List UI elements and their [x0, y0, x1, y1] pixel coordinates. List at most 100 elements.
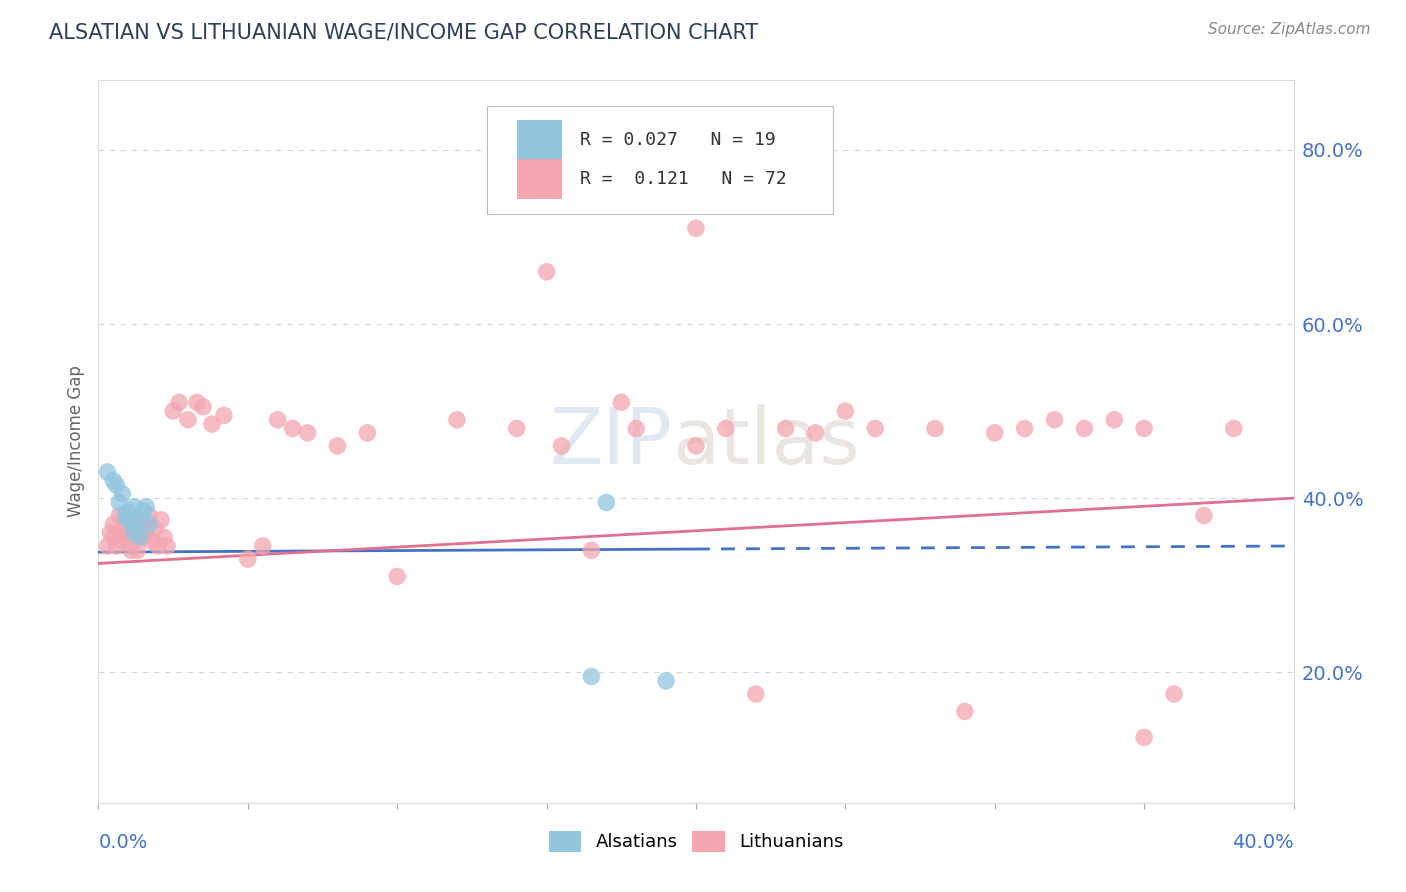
- Point: [103, 474, 125, 488]
- Point: [212, 409, 235, 423]
- Point: [98, 525, 122, 540]
- Point: [984, 425, 1007, 440]
- Point: [610, 395, 633, 409]
- Point: [745, 687, 768, 701]
- Point: [581, 669, 603, 683]
- Point: [96, 465, 118, 479]
- Text: atlas: atlas: [672, 403, 859, 480]
- Point: [124, 530, 146, 544]
- Point: [356, 425, 378, 440]
- Point: [138, 508, 160, 523]
- Point: [105, 539, 128, 553]
- Point: [143, 522, 166, 536]
- Point: [446, 413, 468, 427]
- Point: [655, 673, 678, 688]
- Point: [135, 525, 157, 540]
- Point: [177, 413, 200, 427]
- Point: [1073, 421, 1095, 435]
- Point: [775, 421, 797, 435]
- Point: [132, 530, 155, 544]
- Point: [103, 530, 125, 544]
- FancyBboxPatch shape: [486, 105, 834, 214]
- Point: [191, 400, 214, 414]
- Point: [114, 508, 136, 523]
- Point: [1014, 421, 1036, 435]
- Point: [111, 534, 134, 549]
- Point: [506, 421, 529, 435]
- Point: [127, 543, 149, 558]
- Point: [150, 513, 173, 527]
- Point: [865, 421, 887, 435]
- Point: [385, 569, 409, 583]
- Point: [167, 395, 190, 409]
- Point: [162, 404, 184, 418]
- Text: 40.0%: 40.0%: [1232, 833, 1294, 852]
- Point: [1043, 413, 1066, 427]
- Point: [156, 539, 179, 553]
- Point: [138, 517, 160, 532]
- Point: [153, 530, 176, 544]
- Point: [595, 495, 617, 509]
- Point: [114, 513, 136, 527]
- Text: ALSATIAN VS LITHUANIAN WAGE/INCOME GAP CORRELATION CHART: ALSATIAN VS LITHUANIAN WAGE/INCOME GAP C…: [49, 22, 758, 42]
- Point: [117, 525, 139, 540]
- Point: [924, 421, 946, 435]
- Point: [120, 543, 142, 558]
- Text: Source: ZipAtlas.com: Source: ZipAtlas.com: [1208, 22, 1371, 37]
- Point: [129, 525, 152, 540]
- Point: [714, 421, 737, 435]
- Point: [626, 421, 648, 435]
- Point: [281, 421, 304, 435]
- Point: [326, 439, 349, 453]
- Point: [111, 522, 134, 536]
- Point: [267, 413, 290, 427]
- Point: [105, 478, 128, 492]
- Point: [124, 525, 146, 540]
- Point: [1104, 413, 1126, 427]
- Point: [132, 517, 155, 532]
- Point: [124, 513, 146, 527]
- Text: R = 0.027   N = 19: R = 0.027 N = 19: [581, 131, 776, 149]
- Point: [201, 417, 224, 431]
- Point: [108, 508, 131, 523]
- Text: R =  0.121   N = 72: R = 0.121 N = 72: [581, 170, 787, 188]
- Point: [581, 543, 603, 558]
- Point: [186, 395, 208, 409]
- Point: [120, 522, 142, 536]
- Point: [804, 425, 827, 440]
- Point: [135, 500, 157, 514]
- Point: [141, 534, 163, 549]
- Legend: Alsatians, Lithuanians: Alsatians, Lithuanians: [541, 823, 851, 859]
- Point: [1163, 687, 1185, 701]
- Point: [550, 439, 572, 453]
- Point: [114, 530, 136, 544]
- Point: [117, 504, 139, 518]
- Point: [111, 487, 134, 501]
- Point: [120, 517, 142, 532]
- Point: [127, 513, 149, 527]
- Point: [127, 513, 149, 527]
- Bar: [517, 120, 562, 161]
- Bar: [517, 160, 562, 199]
- Point: [103, 517, 125, 532]
- Point: [117, 513, 139, 527]
- Point: [129, 530, 152, 544]
- Point: [1192, 508, 1215, 523]
- Point: [148, 539, 170, 553]
- Point: [1223, 421, 1246, 435]
- Point: [536, 265, 558, 279]
- Point: [108, 525, 131, 540]
- Point: [117, 513, 139, 527]
- Point: [124, 500, 146, 514]
- Y-axis label: Wage/Income Gap: Wage/Income Gap: [67, 366, 86, 517]
- Point: [108, 495, 131, 509]
- Point: [252, 539, 274, 553]
- Point: [685, 439, 707, 453]
- Point: [297, 425, 319, 440]
- Point: [1133, 731, 1156, 745]
- Point: [834, 404, 856, 418]
- Point: [953, 705, 976, 719]
- Point: [132, 504, 155, 518]
- Text: ZIP: ZIP: [550, 403, 672, 480]
- Point: [1133, 421, 1156, 435]
